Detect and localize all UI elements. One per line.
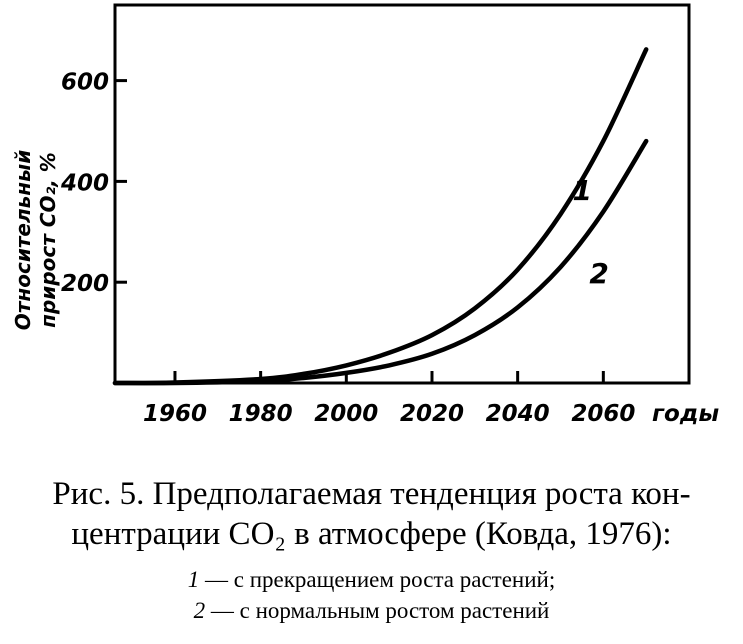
y-tick-label-400: 400: [60, 170, 109, 196]
x-tick-label-2020: 2020: [400, 401, 464, 427]
y-tick-label-600: 600: [61, 70, 109, 96]
legend-entry-1-text: — с прекращением роста растений;: [199, 567, 556, 592]
series-1-label: 1: [572, 174, 591, 207]
legend-entry-1-number: 1: [187, 567, 200, 592]
figure-caption: Рис. 5. Предполагаемая тенденция роста к…: [0, 474, 743, 554]
x-tick-label-1980: 1980: [229, 401, 293, 427]
y-axis-label-line1: Относительный: [11, 150, 35, 330]
caption-line-2: центрации СО₂ в атмосфере (Ковда, 1976):: [71, 516, 672, 552]
series-2-line: [112, 138, 649, 386]
series-group: 12: [112, 47, 649, 386]
legend-entry-2: 2 — с нормальным ростом растений: [0, 595, 743, 626]
series-1-line: [112, 47, 649, 386]
x-tick-label-2040: 2040: [486, 401, 550, 427]
caption-line-1: Рис. 5. Предполагаемая тенденция роста к…: [52, 476, 691, 512]
x-tick-label-1960: 1960: [143, 401, 207, 427]
y-tick-label-200: 200: [61, 271, 109, 297]
x-axis-unit-label: годы: [652, 401, 719, 427]
x-axis-ticks: 1960 1980 2000 2020 2040 2060: [143, 371, 635, 427]
legend-entry-1: 1 — с прекращением роста растений;: [0, 564, 743, 595]
y-axis-label-line2: прирост CO₂, %: [36, 152, 60, 328]
x-tick-label-2000: 2000: [314, 401, 378, 427]
legend-entry-2-number: 2: [193, 598, 206, 623]
plot-frame: [113, 3, 691, 385]
x-tick-label-2060: 2060: [571, 401, 635, 427]
y-axis-ticks: 200 400 600: [60, 70, 127, 297]
caption-legend: 1 — с прекращением роста растений; 2 — с…: [0, 564, 743, 626]
series-2-label: 2: [589, 257, 608, 290]
legend-entry-2-text: — с нормальным ростом растений: [205, 598, 550, 623]
